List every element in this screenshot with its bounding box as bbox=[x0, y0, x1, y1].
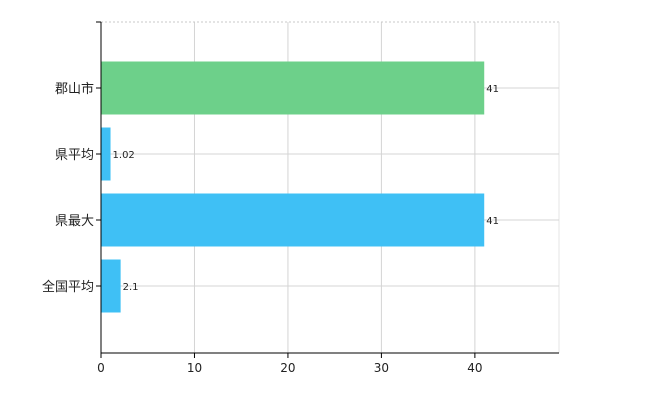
data-label-3: 2.1 bbox=[123, 282, 139, 293]
bar-2 bbox=[101, 193, 485, 247]
data-label-0: 41 bbox=[486, 84, 499, 95]
x-tick-label-4: 40 bbox=[467, 361, 482, 375]
category-label-0: 郡山市 bbox=[55, 81, 94, 97]
data-label-2: 41 bbox=[486, 216, 499, 227]
x-tick-label-3: 30 bbox=[374, 361, 389, 375]
x-tick-label-0: 0 bbox=[97, 361, 105, 375]
category-label-3: 全国平均 bbox=[42, 279, 94, 295]
category-label-1: 県平均 bbox=[55, 148, 94, 163]
axes bbox=[96, 21, 559, 358]
x-tick-label-2: 20 bbox=[280, 361, 295, 375]
bars bbox=[101, 61, 485, 313]
data-label-1: 1.02 bbox=[113, 150, 135, 161]
category-label-2: 県最大 bbox=[55, 214, 94, 229]
bar-1 bbox=[101, 127, 111, 181]
x-tick-label-1: 10 bbox=[187, 361, 202, 375]
bar-0 bbox=[101, 61, 485, 115]
bar-3 bbox=[101, 259, 121, 313]
